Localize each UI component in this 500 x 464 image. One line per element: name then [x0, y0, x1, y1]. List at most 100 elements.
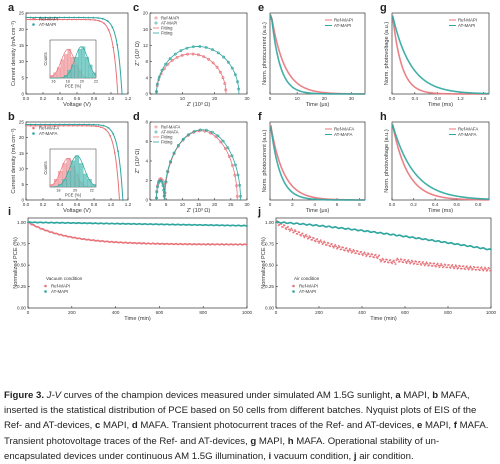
stability-point	[415, 260, 418, 263]
histogram-fit	[49, 46, 97, 79]
stability-point	[376, 257, 379, 260]
jv-point	[80, 18, 82, 21]
legend-label: Ref-MAPI	[334, 18, 353, 23]
stability-point	[363, 251, 366, 254]
panel-e: 0 10 20 30 Time (μs) Norm. photocurrent (a.u.…	[262, 12, 366, 108]
condition-annotation: Air condition	[294, 276, 320, 281]
legend-label: Ref-MAFA	[161, 125, 181, 130]
y-tick-label: 0.75	[17, 241, 26, 246]
stability-point	[371, 253, 374, 256]
stability-point	[425, 261, 428, 264]
legend-marker	[32, 126, 35, 130]
inset-x-tick-label: 20	[80, 80, 84, 84]
stability-point	[441, 264, 443, 267]
inset-x-tick-label: 20	[73, 189, 77, 193]
y-axis-label: Normalized PCE (%)	[13, 237, 19, 289]
jv-point	[113, 152, 116, 154]
x-tick-label: 0.4	[57, 96, 64, 101]
legend-label: AT-MAPI	[334, 23, 351, 28]
jv-point	[25, 123, 27, 126]
stability-point	[329, 245, 332, 248]
jv-point	[57, 124, 60, 127]
jv-point	[116, 93, 119, 95]
jv-point	[73, 16, 75, 19]
stability-point	[355, 252, 357, 254]
nyquist-point	[237, 87, 241, 91]
stability-point	[483, 268, 486, 270]
y-tick-label: 0	[21, 92, 24, 97]
histogram-fit	[49, 155, 97, 188]
jv-point	[106, 20, 109, 22]
y-tick-label: 5	[21, 75, 24, 80]
x-tick-label: 600	[156, 310, 164, 315]
y-tick-label: 20	[19, 135, 25, 140]
nyquist-point	[235, 184, 238, 188]
jv-point	[29, 123, 32, 126]
inset-x-tick-label: 18	[56, 189, 60, 193]
panel-f: 0 2 4 6 8 Time (μs) Norm. photocurrent (a.u.) R…	[262, 121, 366, 214]
stability-point	[322, 242, 325, 245]
stability-point	[285, 228, 288, 231]
y-tick-label: 4	[145, 75, 148, 80]
stability-point	[314, 240, 317, 243]
nyquist-point	[210, 130, 214, 134]
jv-point	[66, 18, 69, 21]
stability-point	[296, 233, 299, 235]
y-tick-label: 0.00	[17, 306, 26, 311]
jv-point	[99, 126, 102, 129]
nyquist-point	[155, 190, 159, 194]
y-axis-label: Norm. photovoltage (a.u.)	[384, 22, 390, 86]
jv-point	[92, 123, 95, 126]
stability-point	[246, 225, 248, 227]
x-tick-label: 0	[149, 96, 152, 101]
x-tick-label: 0	[269, 96, 272, 101]
stability-point	[409, 262, 412, 265]
x-tick-label: 1000	[242, 310, 253, 315]
panel-label-e: e	[258, 2, 265, 14]
stability-point	[343, 249, 346, 252]
nyquist-point	[160, 68, 164, 72]
inset-x-axis-label: PCE (%)	[65, 193, 82, 198]
stability-point	[360, 250, 363, 253]
legend-marker	[292, 290, 295, 293]
stability-point	[317, 240, 320, 243]
stability-point	[439, 264, 442, 267]
jv-point	[109, 134, 112, 137]
stability-point	[486, 268, 489, 271]
stability-point	[475, 268, 478, 271]
x-tick-label: 30	[244, 202, 250, 207]
jv-point	[25, 16, 27, 19]
stability-point	[467, 268, 470, 271]
y-tick-label: 0.50	[265, 263, 274, 268]
condition-annotation: Vacuum condition	[46, 276, 83, 281]
jv-point	[118, 199, 121, 201]
nyquist-point	[160, 180, 164, 184]
jv-point	[68, 16, 71, 19]
stability-point	[433, 262, 436, 265]
nyquist-point	[164, 180, 167, 184]
stability-point	[488, 267, 491, 270]
nyquist-point	[227, 155, 231, 158]
jv-point	[121, 93, 123, 95]
nyquist-point	[226, 60, 230, 64]
nyquist-point	[233, 73, 237, 77]
stability-point	[466, 265, 468, 268]
nyquist-point	[197, 53, 200, 57]
stability-point	[320, 241, 323, 243]
x-tick-label: 400	[358, 310, 366, 315]
jv-point	[117, 150, 119, 153]
stability-point	[484, 266, 486, 269]
y-tick-label: 10	[19, 166, 25, 171]
axis-frame	[27, 217, 248, 309]
nyquist-point	[221, 139, 225, 143]
decay-curve	[269, 14, 366, 95]
x-tick-label: 10	[180, 96, 186, 101]
legend-label: AT-MAFA	[39, 131, 58, 136]
x-tick-label: 4	[313, 202, 316, 207]
x-tick-label: 20	[322, 96, 328, 101]
panel-label-a: a	[8, 2, 15, 14]
stability-point	[395, 259, 398, 262]
legend-marker	[154, 16, 158, 20]
nyquist-point	[226, 146, 230, 150]
y-tick-label: 0.25	[265, 284, 274, 289]
